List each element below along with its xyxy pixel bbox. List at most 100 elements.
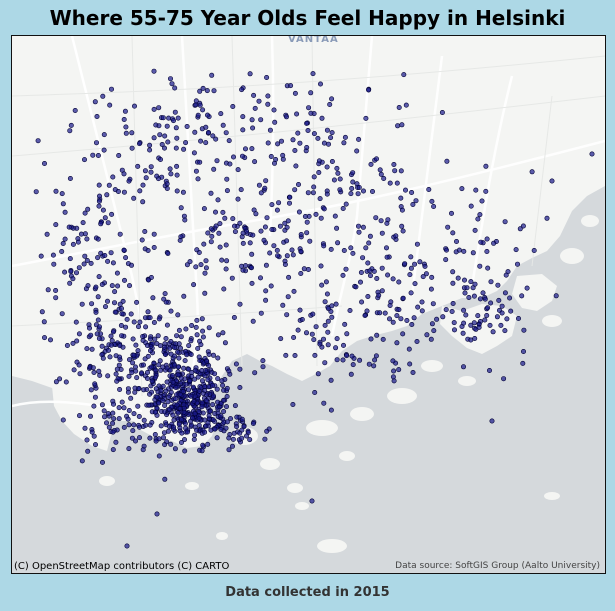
observation-point [137,424,143,430]
observation-point [501,376,507,382]
observation-point [356,229,362,235]
observation-point [487,322,493,328]
observation-point [249,251,255,257]
observation-point [464,285,470,291]
observation-point [165,428,171,434]
observation-point [129,130,135,136]
observation-point [181,293,187,299]
observation-point [174,402,180,408]
observation-point [440,314,446,320]
observation-point [468,203,474,209]
observation-point [66,224,72,230]
observation-point [152,431,158,437]
map-panel[interactable]: VANTAA (C) OpenStreetMap contributors (C… [11,35,606,574]
observation-point [185,429,191,435]
observation-point [98,221,104,227]
observation-point [95,255,101,261]
observation-point [158,157,164,163]
observation-point [109,338,115,344]
observation-point [328,246,334,252]
observation-point [168,76,174,82]
observation-point [431,204,437,210]
observation-point [344,353,350,359]
observation-point [77,413,83,419]
observation-point [148,169,154,175]
observation-point [285,294,291,300]
map-canvas[interactable] [12,36,605,573]
observation-point [191,398,197,404]
observation-point [188,393,194,399]
observation-point [396,279,402,285]
observation-point [102,215,108,221]
observation-point [468,279,474,285]
observation-point [186,387,192,393]
observation-point [175,372,181,378]
observation-point [129,435,135,441]
observation-point [205,377,211,383]
observation-point [183,326,189,332]
observation-point [223,266,229,272]
observation-point [283,114,289,120]
observation-point [117,343,123,349]
observation-point [182,217,188,223]
observation-point [222,215,228,221]
observation-point [156,400,162,406]
observation-point [219,257,225,263]
observation-point [87,325,93,331]
observation-point [151,319,157,325]
observation-point [223,425,229,431]
observation-point [130,428,136,434]
observation-point [271,107,277,113]
observation-point [240,153,246,159]
observation-point [224,385,230,391]
observation-point [72,108,78,114]
observation-point [489,418,495,424]
observation-point [321,140,327,146]
observation-point [200,334,206,340]
observation-point [340,342,346,348]
observation-point [402,261,408,267]
observation-point [208,239,214,245]
observation-point [304,145,310,151]
observation-point [439,110,445,116]
observation-point [116,362,122,368]
observation-point [96,203,102,209]
observation-point [240,127,246,133]
observation-point [108,342,114,348]
observation-point [156,453,162,459]
observation-point [143,175,149,181]
observation-point [53,379,59,385]
observation-point [215,197,221,203]
observation-point [135,403,141,409]
observation-point [132,389,138,395]
observation-point [177,405,183,411]
observation-point [304,219,310,225]
observation-point [76,265,82,271]
observation-point [340,206,346,212]
observation-point [168,389,174,395]
observation-point [290,401,296,407]
observation-point [217,244,223,250]
observation-point [445,224,451,230]
observation-point [92,99,98,105]
observation-point [132,385,138,391]
observation-point [112,309,118,315]
observation-point [390,374,396,380]
observation-point [391,162,397,168]
observation-point [172,85,178,91]
observation-point [513,247,519,253]
observation-point [175,364,181,370]
observation-point [176,341,182,347]
observation-point [277,223,283,229]
observation-point [140,333,146,339]
observation-point [265,93,271,99]
observation-point [142,168,148,174]
observation-point [173,125,179,131]
observation-point [263,297,269,303]
observation-point [371,268,377,274]
observation-point [377,310,383,316]
observation-point [239,87,245,93]
observation-point [453,239,459,245]
observation-point [365,293,371,299]
observation-point [109,211,115,217]
